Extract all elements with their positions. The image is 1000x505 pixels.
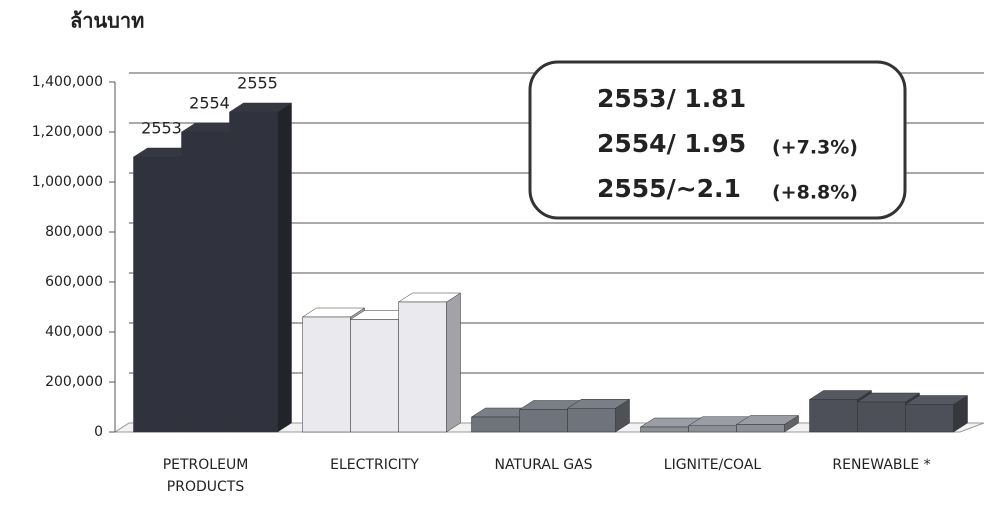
x-tick-label: RENEWABLE * bbox=[832, 457, 931, 473]
bar-side bbox=[446, 292, 461, 433]
annotation-box bbox=[528, 60, 907, 220]
bar bbox=[397, 292, 462, 433]
bar bbox=[566, 398, 631, 433]
y-tick-label: 1,000,000 bbox=[32, 174, 103, 190]
annotation: 2554/ 1.95 bbox=[597, 129, 746, 158]
bar-front bbox=[398, 301, 447, 433]
bar-front bbox=[688, 425, 737, 433]
annotation: 2553/ 1.81 bbox=[597, 84, 746, 113]
annotation: 2555/~2.1 bbox=[597, 174, 741, 203]
series-label: 2555 bbox=[237, 74, 278, 93]
bar-front bbox=[350, 319, 399, 433]
bar-front bbox=[229, 111, 278, 433]
bar bbox=[228, 102, 293, 433]
bar-front bbox=[809, 399, 858, 433]
bar-front bbox=[471, 416, 520, 433]
bar-front bbox=[857, 401, 906, 433]
annotation: (+8.8%) bbox=[772, 182, 858, 204]
y-tick-label: 600,000 bbox=[45, 274, 103, 290]
series-label: 2553 bbox=[141, 119, 182, 138]
bar-front bbox=[519, 409, 568, 433]
bar-front bbox=[736, 424, 785, 433]
bar bbox=[904, 395, 969, 433]
bar-front bbox=[133, 156, 182, 433]
x-tick-label: NATURAL GAS bbox=[494, 457, 593, 473]
bar-front bbox=[181, 131, 230, 433]
y-tick-label: 200,000 bbox=[45, 374, 103, 390]
x-tick-label: LIGNITE/COAL bbox=[663, 457, 762, 473]
y-tick-label: 400,000 bbox=[45, 324, 103, 340]
bar bbox=[735, 415, 800, 433]
bar-side bbox=[277, 102, 292, 433]
bar-front bbox=[905, 404, 954, 433]
y-tick-label: 1,400,000 bbox=[32, 74, 103, 90]
series-label: 2554 bbox=[189, 94, 230, 113]
annotation: (+7.3%) bbox=[772, 137, 858, 159]
y-tick-label: 1,200,000 bbox=[32, 124, 103, 140]
y-tick-label: 800,000 bbox=[45, 224, 103, 240]
x-tick-label: ELECTRICITY bbox=[330, 457, 419, 473]
bar-front bbox=[567, 408, 616, 433]
bar-front bbox=[302, 316, 351, 433]
y-tick-label: 0 bbox=[94, 424, 103, 440]
bar-front bbox=[640, 426, 689, 433]
y-axis-label: ล้านบาท bbox=[70, 9, 144, 33]
x-tick-label: PETROLEUM PRODUCTS bbox=[162, 457, 249, 495]
